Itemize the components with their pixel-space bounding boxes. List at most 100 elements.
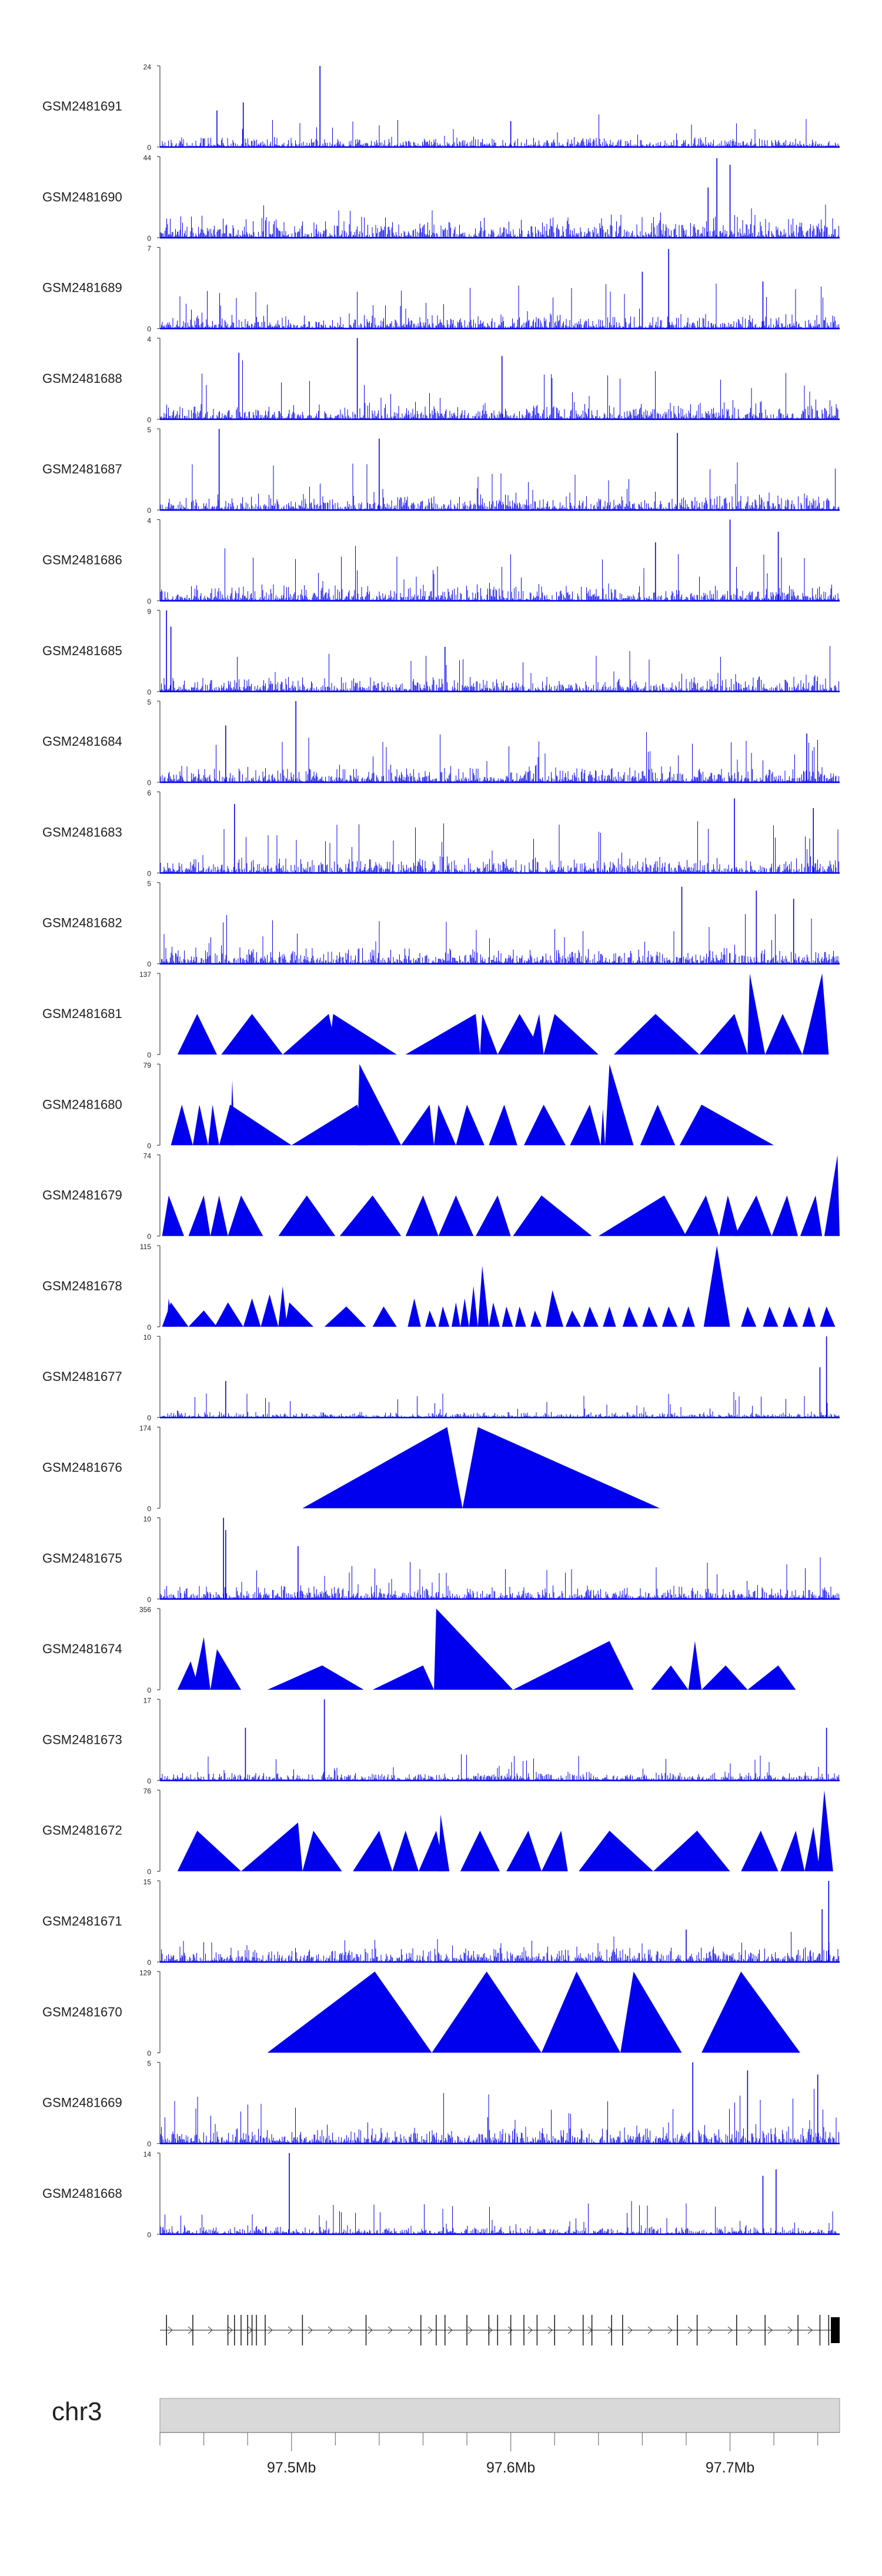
strand-chevron: [627, 2326, 633, 2334]
track-name-label: GSM2481679: [42, 1188, 122, 1203]
track-GSM2481670: GSM2481670 129 0: [42, 1968, 800, 2057]
strand-chevron: [607, 2326, 613, 2334]
signal-peak: [438, 1814, 450, 1871]
signal-bars: [160, 914, 839, 964]
signal-peak: [177, 1830, 241, 1871]
signal-peak: [162, 1302, 189, 1327]
strand-chevron: [208, 2326, 213, 2334]
signal-peak: [699, 1014, 748, 1055]
signal-peak: [188, 1310, 217, 1327]
signal-peak: [219, 1105, 292, 1146]
track-GSM2481682: GSM2481682 5 0: [42, 880, 840, 969]
y-min-label: 0: [147, 1142, 151, 1150]
y-max-label: 137: [139, 970, 151, 979]
signal-peak: [613, 1014, 700, 1055]
signal-peak: [804, 1826, 820, 1871]
signal-peak: [432, 1971, 542, 2053]
signal-peak: [438, 1195, 474, 1236]
signal-peak: [741, 1306, 757, 1327]
y-min-label: 0: [147, 1505, 151, 1513]
signal-peak: [339, 1195, 402, 1236]
signal-peak: [353, 1830, 393, 1871]
track-GSM2481676: GSM2481676 174 0: [42, 1424, 660, 1513]
signal-peak: [747, 1665, 796, 1690]
signal-peak: [565, 1310, 581, 1327]
signal-peak: [802, 973, 829, 1055]
signal-tracks: GSM2481691240GSM2481690440GSM248168970GS…: [42, 63, 840, 2239]
y-max-label: 129: [139, 1968, 151, 1977]
signal-peak: [278, 1286, 288, 1327]
y-max-label: 5: [147, 698, 151, 706]
track-GSM2481671: GSM2481671 15 0: [42, 1878, 840, 1967]
y-max-label: 14: [143, 2150, 152, 2158]
signal-peak: [171, 1105, 193, 1146]
y-max-label: 5: [147, 2060, 151, 2068]
signal-peak: [489, 1302, 500, 1327]
signal-bars: [160, 646, 839, 692]
signal-peak: [662, 1306, 678, 1327]
signal-peak: [620, 1971, 682, 2053]
strand-chevron: [747, 2326, 753, 2334]
strand-chevron: [328, 2326, 333, 2334]
y-min-label: 0: [147, 1777, 151, 1785]
strand-chevron: [387, 2326, 393, 2334]
track-GSM2481669: GSM2481669 5 0: [42, 2060, 840, 2148]
strand-chevron: [507, 2326, 513, 2334]
y-min-label: 0: [147, 960, 151, 969]
signal-peak: [285, 1302, 313, 1327]
track-GSM2481686: GSM2481686 4 0: [42, 517, 840, 606]
signal-peak: [260, 1294, 279, 1327]
y-min-label: 0: [147, 144, 151, 152]
y-max-label: 10: [143, 1333, 152, 1342]
y-max-label: 115: [140, 1243, 151, 1251]
signal-peak: [192, 1637, 211, 1690]
signal-peak: [392, 1830, 419, 1871]
y-max-label: 174: [139, 1424, 151, 1433]
strand-chevron: [228, 2326, 233, 2334]
signal-peak: [541, 1971, 621, 2053]
genomic-axis: 97.5Mb 97.6Mb 97.7Mb: [159, 2432, 840, 2476]
signal-peak: [502, 1306, 513, 1327]
axis-tick-label: 97.7Mb: [706, 2460, 754, 2476]
y-min-label: 0: [147, 598, 151, 606]
track-name-label: GSM2481675: [42, 1551, 122, 1566]
track-GSM2481677: GSM2481677 10 0: [42, 1333, 840, 1422]
track-GSM2481691: GSM2481691 24 0: [42, 63, 840, 152]
track-GSM2481673: GSM2481673 17 0: [42, 1696, 840, 1785]
signal-peak: [489, 1105, 517, 1146]
axis-tick-label: 97.6Mb: [486, 2460, 535, 2476]
y-min-label: 0: [147, 506, 151, 515]
y-min-label: 0: [147, 779, 151, 787]
strand-chevron: [727, 2326, 733, 2334]
track-GSM2481678: GSM2481678 115 0: [42, 1243, 836, 1332]
gene-end-exon: [831, 2317, 840, 2343]
signal-peak: [267, 1665, 364, 1690]
signal-peak: [701, 1665, 748, 1690]
signal-peak: [684, 1195, 719, 1236]
signal-bars: [160, 2088, 839, 2144]
track-GSM2481672: GSM2481672 76 0: [42, 1787, 833, 1876]
strand-chevron: [567, 2326, 573, 2334]
signal-peak: [679, 1105, 774, 1146]
signal-peak: [543, 1014, 599, 1055]
signal-peak: [600, 1109, 605, 1146]
track-name-label: GSM2481668: [42, 2186, 122, 2201]
gene-model-track: [160, 2315, 840, 2345]
signal-peak: [329, 1014, 397, 1055]
signal-peak: [598, 1195, 686, 1236]
signal-peak: [407, 1298, 421, 1327]
signal-peak: [405, 1014, 480, 1055]
signal-peak: [824, 1154, 840, 1236]
track-GSM2481688: GSM2481688 4 0: [42, 335, 840, 424]
signal-peak: [681, 1306, 695, 1327]
strand-chevron: [288, 2326, 293, 2334]
strand-chevron: [707, 2326, 713, 2334]
strand-chevron: [667, 2326, 673, 2334]
chromosome-ideogram: chr3: [52, 2397, 840, 2433]
y-min-label: 0: [147, 1958, 151, 1967]
track-GSM2481680: GSM2481680 79 0: [42, 1061, 774, 1150]
signal-peak: [765, 1014, 803, 1055]
track-GSM2481668: GSM2481668 14 0: [42, 2150, 840, 2239]
track-name-label: GSM2481687: [42, 462, 122, 476]
signal-bars: [160, 204, 839, 238]
